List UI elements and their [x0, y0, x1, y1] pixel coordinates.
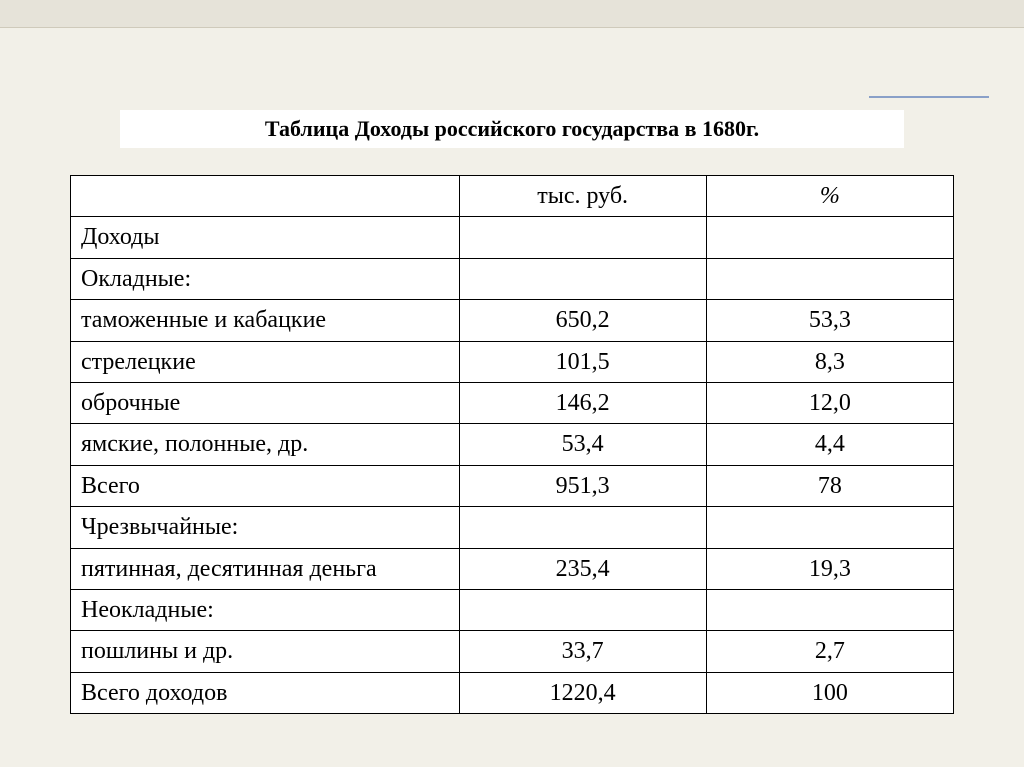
row-value [459, 589, 706, 630]
table-row: Неокладные: [71, 589, 954, 630]
table-row: оброчные 146,2 12,0 [71, 382, 954, 423]
row-value: 146,2 [459, 382, 706, 423]
page-title: Таблица Доходы российского государства в… [120, 110, 904, 148]
row-value: 951,3 [459, 465, 706, 506]
row-label: стрелецкие [71, 341, 460, 382]
row-label: Всего [71, 465, 460, 506]
row-percent: 8,3 [706, 341, 953, 382]
table-row: Окладные: [71, 258, 954, 299]
table-row: Всего доходов 1220,4 100 [71, 672, 954, 713]
row-label: Всего доходов [71, 672, 460, 713]
top-decorative-band [0, 0, 1024, 28]
row-value [459, 217, 706, 258]
row-label: таможенные и кабацкие [71, 300, 460, 341]
row-label: Неокладные: [71, 589, 460, 630]
row-label: Окладные: [71, 258, 460, 299]
row-percent [706, 507, 953, 548]
row-percent: 100 [706, 672, 953, 713]
row-percent: 19,3 [706, 548, 953, 589]
row-percent [706, 217, 953, 258]
row-percent: 2,7 [706, 631, 953, 672]
table-row: пятинная, десятинная деньга 235,4 19,3 [71, 548, 954, 589]
row-percent [706, 589, 953, 630]
table-row: Чрезвычайные: [71, 507, 954, 548]
income-table-container: тыс. руб. % Доходы Окладные: таможенные … [70, 175, 954, 714]
header-rubles: тыс. руб. [459, 176, 706, 217]
row-label: пошлины и др. [71, 631, 460, 672]
row-label: оброчные [71, 382, 460, 423]
row-value: 33,7 [459, 631, 706, 672]
table-row: стрелецкие 101,5 8,3 [71, 341, 954, 382]
row-percent: 78 [706, 465, 953, 506]
row-label: Доходы [71, 217, 460, 258]
table-row: Всего 951,3 78 [71, 465, 954, 506]
table-row: Доходы [71, 217, 954, 258]
row-label: ямские, полонные, др. [71, 424, 460, 465]
row-percent [706, 258, 953, 299]
row-value: 1220,4 [459, 672, 706, 713]
table-row: ямские, полонные, др. 53,4 4,4 [71, 424, 954, 465]
table-row: таможенные и кабацкие 650,2 53,3 [71, 300, 954, 341]
row-label: пятинная, десятинная деньга [71, 548, 460, 589]
row-percent: 12,0 [706, 382, 953, 423]
row-value: 650,2 [459, 300, 706, 341]
row-value: 101,5 [459, 341, 706, 382]
income-table: тыс. руб. % Доходы Окладные: таможенные … [70, 175, 954, 714]
row-percent: 4,4 [706, 424, 953, 465]
row-value: 53,4 [459, 424, 706, 465]
table-body: Доходы Окладные: таможенные и кабацкие 6… [71, 217, 954, 714]
row-percent: 53,3 [706, 300, 953, 341]
table-row: пошлины и др. 33,7 2,7 [71, 631, 954, 672]
header-blank [71, 176, 460, 217]
accent-rule [869, 96, 989, 98]
table-header-row: тыс. руб. % [71, 176, 954, 217]
row-label: Чрезвычайные: [71, 507, 460, 548]
row-value [459, 258, 706, 299]
row-value [459, 507, 706, 548]
header-percent: % [706, 176, 953, 217]
row-value: 235,4 [459, 548, 706, 589]
